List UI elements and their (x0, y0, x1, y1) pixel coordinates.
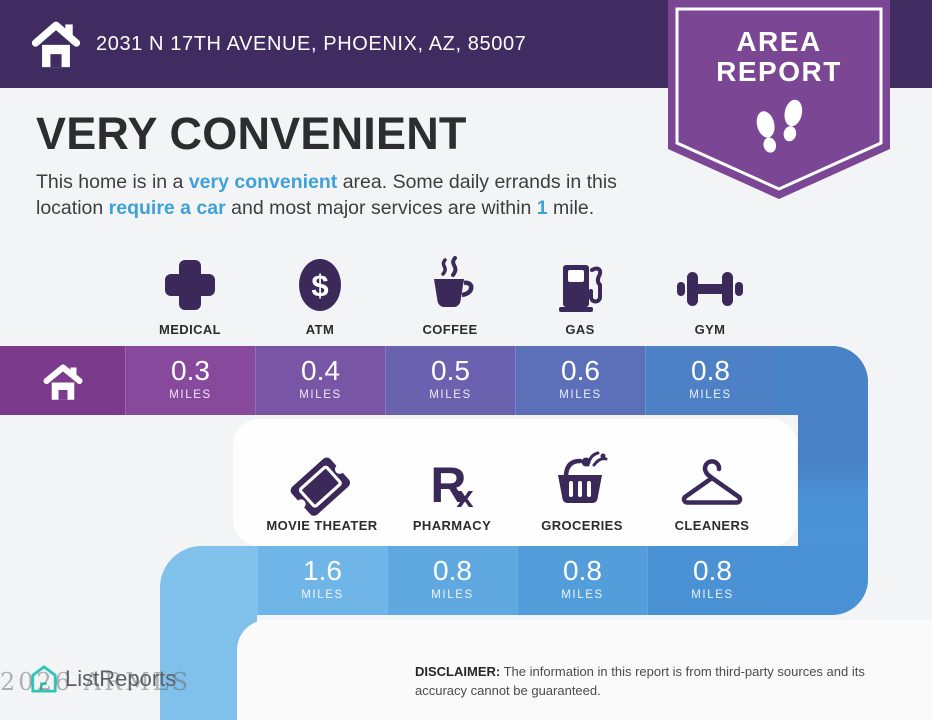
desc-highlight-very-convenient: very convenient (188, 171, 338, 193)
distance-unit: MILES (429, 389, 472, 401)
place-medical: MEDICAL (125, 242, 255, 337)
disclaimer: DISCLAIMER: The information in this repo… (415, 663, 917, 701)
distance-cell: 0.8 MILES (647, 546, 777, 615)
footer-card (237, 620, 932, 720)
armls-watermark: 2026 ARMLS (0, 668, 192, 696)
listreports-logo-text: ListReports (65, 666, 177, 691)
distance-cell: 0.6 MILES (515, 346, 645, 415)
badge-title-line2: REPORT (716, 56, 842, 87)
place-label: ATM (305, 322, 335, 337)
band-tail (777, 546, 868, 615)
distance-cell: 0.4 MILES (255, 346, 385, 415)
listreports-house-icon (31, 665, 57, 693)
distance-cell: 1.6 MILES (257, 546, 387, 615)
description-line2: location require a car and most major se… (36, 196, 676, 222)
distance-value: 0.8 (433, 555, 472, 586)
footprints-icon (756, 99, 803, 153)
distance-value: 1.6 (303, 555, 342, 586)
listreports-logo: ListReports (30, 664, 176, 694)
distance-value: 0.6 (561, 355, 600, 386)
distance-unit: MILES (689, 389, 732, 401)
distance-unit: MILES (299, 389, 342, 401)
band-curve-cell (160, 546, 257, 615)
desc-highlight-one: 1 (536, 196, 548, 219)
distance-value: 0.3 (171, 355, 210, 386)
place-coffee: COFFEE (385, 242, 515, 337)
badge-title-line1: AREA (736, 26, 822, 57)
disclaimer-text: The information in this report is from t… (415, 664, 865, 698)
place-movie-theater: MOVIE THEATER (257, 438, 387, 533)
hanger-icon (647, 438, 777, 510)
medical-cross-icon (125, 242, 255, 314)
distance-unit: MILES (691, 589, 734, 601)
grocery-basket-icon (517, 438, 647, 510)
dumbbell-icon (645, 242, 775, 314)
distance-value: 0.8 (693, 555, 732, 586)
distance-value: 0.8 (691, 355, 730, 386)
place-gas: GAS (515, 242, 645, 337)
walkability-headline: VERY CONVENIENT (36, 108, 467, 159)
place-cleaners: CLEANERS (647, 438, 777, 533)
distance-cell: 0.8 MILES (387, 546, 517, 615)
distance-unit: MILES (301, 589, 344, 601)
distance-cell: 0.5 MILES (385, 346, 515, 415)
place-label: GYM (694, 322, 726, 337)
desc-text: area. Some daily errands in this (337, 171, 617, 193)
disclaimer-label: DISCLAIMER: (415, 664, 501, 679)
desc-highlight-require-a-car: require a car (108, 196, 226, 219)
area-report-badge: AREA REPORT (668, 0, 890, 202)
distance-unit: MILES (559, 389, 602, 401)
distance-cell: 0.8 MILES (645, 346, 775, 415)
place-gym: GYM (645, 242, 775, 337)
desc-text: This home is in a (36, 171, 189, 193)
rx-r-glyph: R (430, 457, 467, 513)
distance-cell: 0.8 MILES (517, 546, 647, 615)
place-label: COFFEE (422, 322, 478, 337)
place-label: GAS (565, 322, 595, 337)
rx-x-glyph: x (456, 479, 474, 514)
walkability-description: This home is in a very convenient area. … (36, 170, 676, 221)
band-tail (775, 346, 868, 415)
distance-value: 0.4 (301, 355, 340, 386)
desc-text: and most major services are within (225, 196, 537, 219)
place-label: CLEANERS (674, 518, 750, 533)
distance-band-row1: 0.3 MILES 0.4 MILES 0.5 MILES 0.6 MILES … (0, 346, 868, 415)
dollar-glyph: $ (311, 268, 328, 303)
desc-text: mile. (547, 196, 595, 219)
distance-band-row2: 1.6 MILES 0.8 MILES 0.8 MILES 0.8 MILES (160, 546, 868, 615)
distance-value: 0.8 (563, 555, 602, 586)
description-line1: This home is in a very convenient area. … (36, 170, 676, 196)
distance-unit: MILES (169, 389, 212, 401)
desc-text: location (36, 196, 109, 219)
distance-value: 0.5 (431, 355, 470, 386)
dollar-atm-icon: $ (255, 242, 385, 314)
distance-unit: MILES (431, 589, 474, 601)
badge-pennant-shape (668, 0, 890, 199)
home-icon (31, 21, 81, 68)
property-address: 2031 N 17TH AVENUE, PHOENIX, AZ, 85007 (96, 33, 527, 55)
gas-pump-icon (515, 242, 645, 314)
place-label: MEDICAL (158, 322, 222, 337)
coffee-cup-icon (385, 242, 515, 314)
movie-ticket-icon (257, 438, 387, 516)
home-start-cell (0, 346, 125, 415)
place-label: PHARMACY (412, 518, 492, 533)
home-icon (43, 364, 82, 400)
place-label: GROCERIES (541, 518, 623, 533)
place-groceries: GROCERIES (517, 438, 647, 533)
distance-unit: MILES (561, 589, 604, 601)
place-atm: $ ATM (255, 242, 385, 337)
distance-cell: 0.3 MILES (125, 346, 255, 415)
place-label: MOVIE THEATER (266, 518, 378, 533)
